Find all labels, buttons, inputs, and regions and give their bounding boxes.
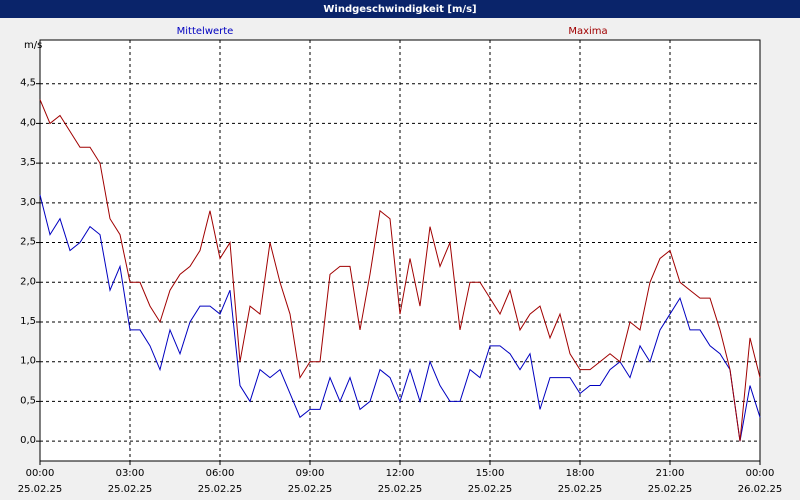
x-tick-date: 25.02.25	[198, 484, 243, 495]
x-tick-date: 25.02.25	[18, 484, 63, 495]
y-tick-label: 0,0	[20, 435, 36, 446]
x-tick-label: 03:00	[116, 468, 145, 479]
chart-title: Windgeschwindigkeit [m/s]	[323, 4, 476, 15]
title-bar	[0, 0, 800, 18]
x-tick-date: 25.02.25	[108, 484, 153, 495]
x-tick-label: 18:00	[566, 468, 595, 479]
x-tick-label: 06:00	[206, 468, 235, 479]
x-tick-date: 25.02.25	[558, 484, 603, 495]
y-tick-label: 4,5	[20, 78, 36, 89]
x-tick-label: 21:00	[656, 468, 685, 479]
data-line	[39, 194, 761, 442]
legend-entry: Maxima	[568, 26, 607, 37]
y-tick-label: 2,0	[20, 276, 36, 287]
y-unit: m/s	[24, 40, 42, 51]
legend-entry: Mittelwerte	[177, 26, 234, 37]
x-tick-label: 15:00	[476, 468, 505, 479]
x-tick-label: 00:00	[26, 468, 55, 479]
data-line	[39, 99, 761, 442]
y-tick-label: 2,5	[20, 237, 36, 248]
y-tick-label: 4,0	[20, 117, 36, 128]
x-tick-date: 25.02.25	[288, 484, 333, 495]
y-tick-label: 3,0	[20, 197, 36, 208]
x-tick-label: 09:00	[296, 468, 325, 479]
y-tick-label: 3,5	[20, 157, 36, 168]
x-tick-date: 26.02.25	[738, 484, 783, 495]
x-tick-date: 25.02.25	[378, 484, 423, 495]
x-tick-label: 00:00	[746, 468, 775, 479]
y-tick-label: 1,0	[20, 356, 36, 367]
x-tick-date: 25.02.25	[648, 484, 693, 495]
y-tick-label: 1,5	[20, 316, 36, 327]
x-tick-date: 25.02.25	[468, 484, 513, 495]
x-tick-label: 12:00	[386, 468, 415, 479]
y-tick-label: 0,5	[20, 395, 36, 406]
